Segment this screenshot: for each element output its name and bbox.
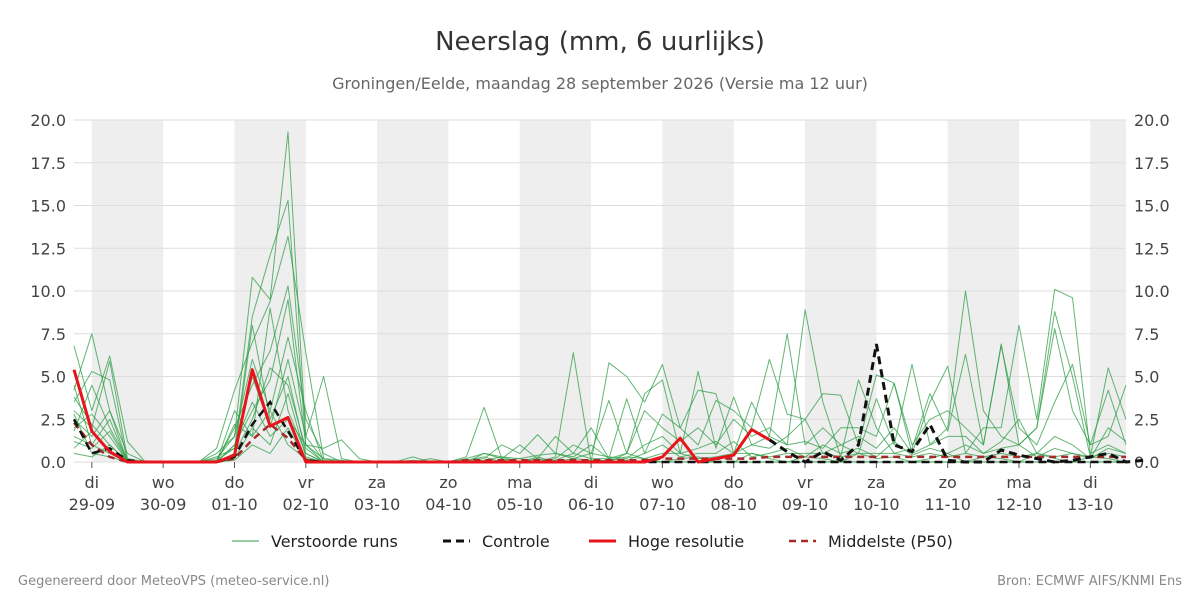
x-tick-day: wo — [651, 473, 674, 492]
x-tick-date: 06-10 — [568, 495, 615, 514]
legend-label-median: Middelste (P50) — [828, 532, 953, 551]
legend-label-ensemble: Verstoorde runs — [271, 532, 398, 551]
x-tick-day: di — [584, 473, 599, 492]
x-tick-date: 11-10 — [924, 495, 971, 514]
x-tick-date: 12-10 — [996, 495, 1043, 514]
y-tick-label: 2.5 — [41, 410, 66, 429]
x-tick-date: 01-10 — [211, 495, 258, 514]
y-tick-label-right: 15.0 — [1134, 197, 1170, 216]
y-tick-label-right: 2.5 — [1134, 410, 1159, 429]
y-tick-label-right: 7.5 — [1134, 325, 1159, 344]
x-tick-date: 09-10 — [782, 495, 829, 514]
ensemble-run-line — [73, 131, 1127, 463]
x-tick-date: 03-10 — [354, 495, 401, 514]
x-tick-day: zo — [439, 473, 457, 492]
y-tick-label: 15.0 — [30, 197, 66, 216]
x-tick-date: 02-10 — [283, 495, 330, 514]
x-tick-date: 08-10 — [710, 495, 757, 514]
high-res-line — [72, 368, 771, 464]
y-tick-label-right: 12.5 — [1134, 239, 1170, 258]
y-tick-label: 7.5 — [41, 325, 66, 344]
x-tick-date: 30-09 — [140, 495, 187, 514]
y-axis-right: 0.0 2.5 5.0 7.5 10.0 12.5 15.0 17.5 20.0 — [1134, 111, 1170, 472]
y-tick-label-right: 10.0 — [1134, 282, 1170, 301]
x-tick-day: di — [85, 473, 100, 492]
ensemble-run-line — [73, 199, 1127, 463]
x-tick-day: vr — [797, 473, 813, 492]
y-axis-left: 0.0 2.5 5.0 7.5 10.0 12.5 15.0 17.5 20.0 — [30, 111, 66, 472]
ensemble-run-line — [73, 235, 1127, 463]
x-tick-day: vr — [298, 473, 314, 492]
y-tick-label-right: 5.0 — [1134, 368, 1159, 387]
y-tick-label: 10.0 — [30, 282, 66, 301]
chart-subtitle: Groningen/Eelde, maandag 28 september 20… — [332, 74, 868, 93]
x-tick-date: 04-10 — [425, 495, 472, 514]
x-tick-day: ma — [1006, 473, 1031, 492]
y-tick-label: 17.5 — [30, 154, 66, 173]
x-tick-day: do — [724, 473, 744, 492]
x-tick-date: 10-10 — [853, 495, 900, 514]
x-tick-day: zo — [939, 473, 957, 492]
footer-generated: Gegenereerd door MeteoVPS (meteo-service… — [18, 574, 329, 589]
x-tick-date: 29-09 — [69, 495, 116, 514]
y-tick-label: 20.0 — [30, 111, 66, 130]
y-tick-label-right: 0.0 — [1134, 453, 1159, 472]
x-tick-day: za — [368, 473, 386, 492]
ensemble-run-line — [73, 285, 1127, 463]
ensemble-run-line — [73, 336, 1127, 463]
y-tick-label: 12.5 — [30, 239, 66, 258]
legend-label-control: Controle — [482, 532, 550, 551]
legend: Verstoorde runs Controle Hoge resolutie Mid… — [232, 532, 953, 551]
x-axis: di 29-09 wo 30-09 do 01-10 vr 02-10 za 03-10 zo 04-… — [69, 462, 1114, 514]
control-line-late — [768, 343, 1144, 464]
x-tick-date: 05-10 — [497, 495, 544, 514]
x-tick-day: ma — [507, 473, 532, 492]
x-tick-day: wo — [152, 473, 175, 492]
legend-label-high_res: Hoge resolutie — [628, 532, 744, 551]
main-series — [72, 343, 1144, 464]
y-tick-label: 0.0 — [41, 453, 66, 472]
y-tick-label-right: 20.0 — [1134, 111, 1170, 130]
footer-source: Bron: ECMWF AIFS/KNMI Ens — [997, 574, 1182, 589]
x-tick-day: di — [1083, 473, 1098, 492]
x-tick-day: za — [867, 473, 885, 492]
x-tick-day: do — [224, 473, 244, 492]
y-tick-label: 5.0 — [41, 368, 66, 387]
median-line — [73, 421, 1126, 464]
x-tick-date: 07-10 — [639, 495, 686, 514]
x-tick-date: 13-10 — [1067, 495, 1114, 514]
chart-title: Neerslag (mm, 6 uurlijks) — [435, 27, 765, 57]
y-tick-label-right: 17.5 — [1134, 154, 1170, 173]
ensemble-run-line — [73, 299, 1127, 463]
